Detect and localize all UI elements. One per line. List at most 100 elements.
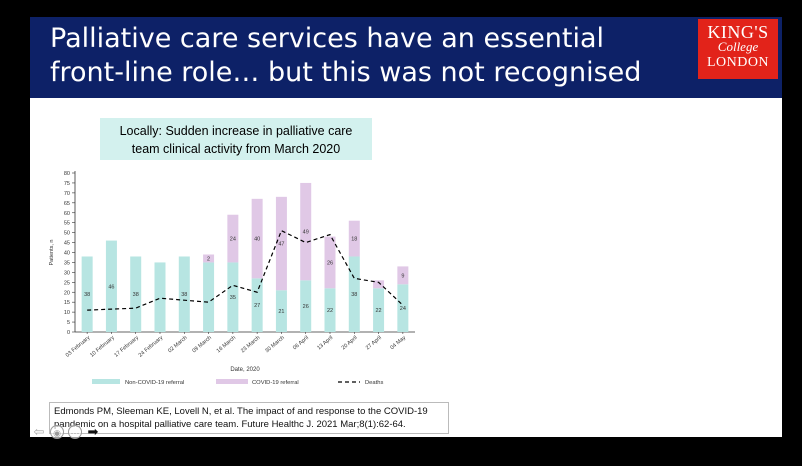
y-tick-label: 35 — [64, 260, 70, 266]
bar-label-covid: 9 — [401, 273, 404, 279]
bar-label-covid: 47 — [278, 242, 284, 248]
bar-non-covid — [105, 240, 117, 332]
y-tick-label: 20 — [64, 290, 70, 296]
bar-label-non-covid: 22 — [376, 308, 382, 314]
legend-label-non-covid: Non-COVID-19 referral — [125, 380, 184, 386]
x-tick-label: 10 February — [89, 335, 116, 359]
x-tick-label: 24 February — [138, 335, 165, 359]
y-tick-label: 30 — [64, 270, 70, 276]
previous-slide-icon[interactable]: ⇦ — [33, 424, 45, 439]
y-axis-label: Patients, n — [49, 240, 55, 266]
y-tick-label: 5 — [67, 320, 70, 326]
bar-label-non-covid: 38 — [84, 292, 90, 298]
bar-non-covid — [81, 256, 93, 332]
bar-non-covid — [373, 288, 385, 332]
y-tick-label: 15 — [64, 300, 70, 306]
bar-covid — [373, 280, 385, 289]
y-tick-label: 0 — [67, 330, 70, 336]
bar-label-covid: 2 — [207, 256, 210, 262]
bar-covid — [203, 254, 215, 263]
citation-line-1: Edmonds PM, Sleeman KE, Lovell N, et al.… — [54, 406, 428, 417]
x-tick-label: 23 March — [240, 335, 261, 354]
legend-label-covid: COVID-19 referral — [252, 380, 299, 386]
bar-non-covid — [324, 288, 336, 332]
bar-label-non-covid: 35 — [230, 295, 236, 301]
y-tick-label: 25 — [64, 280, 70, 286]
bar-non-covid — [275, 290, 287, 332]
subtitle-line-1: Locally: Sudden increase in palliative c… — [119, 124, 353, 138]
bar-covid — [348, 220, 360, 257]
citation-line-2: pandemic on a hospital palliative care t… — [54, 419, 406, 430]
x-tick-label: 30 March — [264, 335, 285, 354]
x-tick-label: 16 March — [216, 335, 237, 354]
subtitle-line-2: team clinical activity from March 2020 — [131, 142, 341, 156]
slide-title-line-1: Palliative care services have an essenti… — [50, 23, 605, 54]
bar-covid — [324, 236, 336, 289]
bar-label-covid: 49 — [303, 230, 309, 236]
bar-covid — [397, 266, 409, 285]
bar-non-covid — [227, 262, 239, 332]
bar-label-non-covid: 38 — [133, 292, 139, 298]
x-tick-label: 27 April — [365, 335, 383, 351]
y-tick-label: 70 — [64, 191, 70, 197]
x-tick-label: 03 February — [65, 335, 92, 359]
x-tick-label: 02 March — [167, 335, 188, 354]
legend-swatch-non-covid — [92, 379, 120, 384]
bar-non-covid — [348, 256, 360, 332]
x-tick-label: 13 April — [316, 335, 334, 351]
bar-label-non-covid: 38 — [351, 292, 357, 298]
bar-non-covid — [397, 284, 409, 332]
bar-non-covid — [251, 278, 263, 332]
y-tick-label: 50 — [64, 231, 70, 237]
slideshow-controls: ⇦ ◉ ⋯ ➡ — [32, 424, 100, 440]
more-options-icon[interactable]: ⋯ — [68, 425, 82, 439]
y-tick-label: 80 — [64, 171, 70, 177]
bar-label-covid: 24 — [230, 237, 236, 243]
bar-covid — [251, 198, 263, 279]
bar-non-covid — [154, 262, 166, 332]
legend-label-deaths: Deaths — [365, 380, 383, 386]
legend-swatch-covid — [216, 379, 248, 384]
y-tick-label: 65 — [64, 201, 70, 207]
x-tick-label: 04 May — [389, 335, 407, 351]
bar-non-covid — [130, 256, 142, 332]
citation-box: Edmonds PM, Sleeman KE, Lovell N, et al.… — [49, 402, 449, 434]
y-tick-label: 45 — [64, 241, 70, 247]
x-tick-label: 06 April — [292, 335, 310, 351]
bar-label-covid: 18 — [351, 237, 357, 243]
bar-non-covid — [203, 262, 215, 332]
y-tick-label: 10 — [64, 310, 70, 316]
subtitle-box: Locally: Sudden increase in palliative c… — [100, 118, 372, 160]
bar-covid — [275, 196, 287, 291]
bar-label-non-covid: 38 — [181, 292, 187, 298]
bar-label-non-covid: 27 — [254, 303, 260, 309]
bar-label-non-covid: 22 — [327, 308, 333, 314]
title-bar: Palliative care services have an essenti… — [30, 17, 782, 98]
bottom-bar — [0, 437, 802, 466]
zoom-icon[interactable]: ◉ — [50, 425, 64, 439]
y-tick-label: 40 — [64, 251, 70, 257]
bar-label-covid: 40 — [254, 237, 260, 243]
bar-label-non-covid: 24 — [400, 306, 406, 312]
bar-non-covid — [300, 280, 312, 332]
x-axis-label: Date, 2020 — [230, 367, 260, 373]
x-tick-label: 09 March — [191, 335, 212, 354]
slide: Palliative care services have an essenti… — [30, 17, 782, 437]
slide-title: Palliative care services have an essenti… — [50, 22, 690, 90]
y-tick-label: 60 — [64, 211, 70, 217]
bar-label-non-covid: 26 — [303, 304, 309, 310]
x-tick-label: 20 April — [341, 335, 359, 351]
bar-label-non-covid: 21 — [278, 309, 284, 315]
bar-label-covid: 26 — [327, 260, 333, 266]
bar-non-covid — [178, 256, 190, 332]
x-tick-label: 17 February — [113, 335, 140, 359]
bar-label-non-covid: 46 — [108, 284, 114, 290]
next-slide-icon[interactable]: ➡ — [87, 424, 99, 439]
bar-covid — [300, 182, 312, 281]
y-tick-label: 75 — [64, 181, 70, 187]
deaths-line — [87, 229, 404, 311]
kings-college-london-logo: KING'S College LONDON — [698, 19, 778, 79]
bar-covid — [227, 214, 239, 263]
y-tick-label: 55 — [64, 221, 70, 227]
slide-title-line-2: front-line role… but this was not recogn… — [50, 57, 642, 88]
